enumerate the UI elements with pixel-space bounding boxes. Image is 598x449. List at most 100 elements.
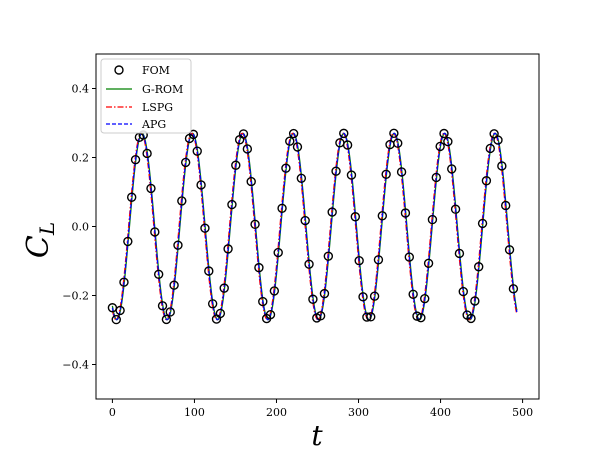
fom-marker <box>227 199 237 210</box>
fom-marker <box>219 283 229 293</box>
fom-marker <box>454 248 465 259</box>
fom-marker <box>126 192 137 202</box>
fom-marker <box>466 313 476 324</box>
fom-marker <box>339 128 349 139</box>
x-tick-label: 400 <box>430 406 451 419</box>
fom-marker <box>123 236 133 247</box>
x-tick-label: 100 <box>184 406 205 419</box>
fom-marker <box>188 129 199 140</box>
fom-marker <box>231 160 241 170</box>
fom-marker <box>377 211 388 221</box>
fom-marker <box>146 183 156 194</box>
fom-marker <box>389 128 399 139</box>
fom-marker <box>400 208 411 218</box>
fom-marker <box>504 245 515 255</box>
legend-apg-label: APG <box>141 118 166 131</box>
fom-marker <box>431 172 441 183</box>
legend-box <box>100 58 192 134</box>
fom-marker <box>420 293 430 304</box>
y-tick-label: 0.4 <box>72 83 90 96</box>
fom-marker <box>500 200 511 211</box>
y-tick-label: −0.2 <box>62 290 89 303</box>
fom-marker <box>450 204 461 214</box>
y-tick-label: 0.0 <box>72 221 90 234</box>
fom-marker <box>477 218 488 229</box>
fom-marker <box>161 314 172 325</box>
fom-marker <box>346 170 357 180</box>
fom-marker <box>265 310 276 320</box>
fom-marker <box>204 266 214 276</box>
fom-marker-layer <box>107 128 519 325</box>
fom-marker <box>366 312 376 322</box>
fom-marker <box>115 305 125 316</box>
fom-marker <box>470 296 480 306</box>
fom-marker <box>381 169 391 179</box>
fom-marker <box>169 280 179 290</box>
fom-marker <box>327 207 337 217</box>
fom-marker <box>292 142 303 152</box>
fom-marker <box>315 311 326 321</box>
fom-marker <box>215 308 226 319</box>
fom-marker <box>250 219 260 230</box>
fom-marker <box>362 312 372 322</box>
x-tick-label: 300 <box>348 406 369 419</box>
fom-marker <box>242 144 253 154</box>
fom-marker <box>497 161 507 171</box>
x-axis-ticks: 0 100 200 300 400 500 <box>109 399 533 419</box>
fom-marker <box>142 148 152 159</box>
y-tick-label: −0.4 <box>62 359 89 372</box>
fom-marker <box>481 176 492 186</box>
fom-marker <box>269 286 280 296</box>
fom-marker <box>223 244 233 254</box>
fom-marker <box>180 157 191 168</box>
fom-marker <box>493 135 503 145</box>
fom-marker <box>458 286 468 297</box>
fom-marker <box>427 214 438 225</box>
fom-marker <box>150 227 160 237</box>
fom-marker <box>153 269 164 280</box>
fom-marker <box>258 296 268 307</box>
fom-marker <box>238 129 249 139</box>
fom-marker <box>308 294 318 304</box>
y-axis-label: CL <box>21 222 59 258</box>
fom-marker <box>408 289 418 299</box>
legend-fom-marker <box>114 65 124 75</box>
fom-marker <box>474 262 484 272</box>
fom-marker <box>416 313 426 323</box>
fom-marker <box>273 247 283 258</box>
fom-marker <box>119 277 129 287</box>
fom-marker <box>165 307 175 317</box>
fom-marker <box>319 288 330 299</box>
fom-marker <box>508 284 519 294</box>
series-line-apg <box>111 132 518 321</box>
fom-marker <box>373 255 384 265</box>
fom-marker <box>331 166 341 176</box>
fom-marker <box>350 212 361 222</box>
fom-marker <box>157 301 168 311</box>
fom-marker <box>177 196 187 206</box>
fom-marker <box>285 136 295 146</box>
fom-marker <box>443 136 453 147</box>
x-axis-label: t <box>311 419 323 449</box>
fom-marker <box>277 203 287 214</box>
fom-marker <box>342 140 353 150</box>
x-tick-label: 0 <box>109 406 116 419</box>
x-tick-label: 500 <box>512 406 533 419</box>
fom-marker <box>423 258 434 268</box>
y-axis-ticks: −0.4 −0.2 0.0 0.2 0.4 <box>62 83 96 372</box>
legend-fom-label: FOM <box>142 64 170 77</box>
fom-marker <box>358 292 368 302</box>
fom-marker <box>304 259 314 269</box>
fom-marker <box>130 155 141 165</box>
fom-marker <box>323 251 334 261</box>
fom-marker <box>281 163 291 173</box>
fom-marker <box>369 291 380 301</box>
fom-marker <box>111 314 121 325</box>
fom-marker <box>354 255 364 266</box>
fom-marker <box>300 215 310 226</box>
y-tick-label: 0.2 <box>72 152 90 165</box>
fom-marker <box>196 180 206 190</box>
fom-marker <box>254 262 264 273</box>
fom-marker <box>439 128 449 139</box>
